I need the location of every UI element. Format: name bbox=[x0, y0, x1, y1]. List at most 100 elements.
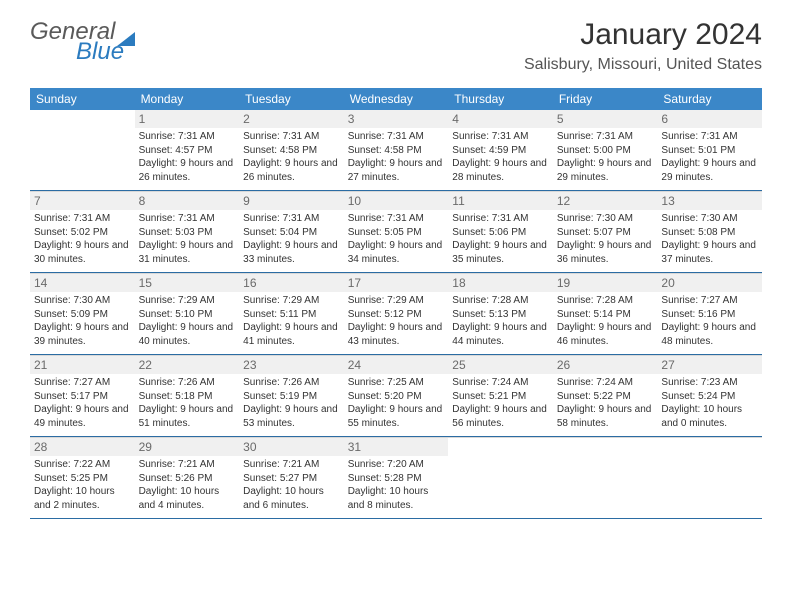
calendar-cell: 24 Sunrise: 7:25 AMSunset: 5:20 PMDayligh… bbox=[344, 355, 449, 436]
sunrise-text: Sunrise: 7:28 AM bbox=[557, 294, 654, 308]
day-header-sat: Saturday bbox=[657, 88, 762, 110]
calendar-cell: 3Sunrise: 7:31 AMSunset: 4:58 PMDaylight… bbox=[344, 110, 449, 190]
sunrise-text: Sunrise: 7:30 AM bbox=[557, 212, 654, 226]
day-header-tue: Tuesday bbox=[239, 88, 344, 110]
day-info: Sunrise: 7:29 AMSunset: 5:10 PMDaylight:… bbox=[139, 294, 236, 348]
daylight-text: Daylight: 9 hours and 35 minutes. bbox=[452, 239, 549, 266]
calendar-cell: 13Sunrise: 7:30 AMSunset: 5:08 PMDayligh… bbox=[657, 191, 762, 272]
calendar-cell: 14 Sunrise: 7:30 AMSunset: 5:09 PMDayligh… bbox=[30, 273, 135, 354]
day-headers-row: Sunday Monday Tuesday Wednesday Thursday… bbox=[30, 88, 762, 110]
sunrise-text: Sunrise: 7:31 AM bbox=[348, 212, 445, 226]
sunset-text: Sunset: 5:24 PM bbox=[661, 390, 758, 404]
day-header-wed: Wednesday bbox=[344, 88, 449, 110]
sunset-text: Sunset: 5:00 PM bbox=[557, 144, 654, 158]
sunset-text: Sunset: 5:02 PM bbox=[34, 226, 131, 240]
sunset-text: Sunset: 5:21 PM bbox=[452, 390, 549, 404]
daylight-text: Daylight: 9 hours and 41 minutes. bbox=[243, 321, 340, 348]
day-number: 16 bbox=[239, 274, 344, 292]
sunset-text: Sunset: 5:20 PM bbox=[348, 390, 445, 404]
sunrise-text: Sunrise: 7:26 AM bbox=[139, 376, 236, 390]
header: General Blue January 2024 Salisbury, Mis… bbox=[0, 0, 792, 80]
week-row: 7 Sunrise: 7:31 AM Sunset: 5:02 PM Daylight… bbox=[30, 191, 762, 273]
daylight-text: Daylight: 9 hours and 53 minutes. bbox=[243, 403, 340, 430]
day-info: Sunrise: 7:31 AMSunset: 5:03 PMDaylight:… bbox=[139, 212, 236, 266]
day-info: Sunrise: 7:22 AMSunset: 5:25 PMDaylight:… bbox=[34, 458, 131, 512]
day-number: 4 bbox=[448, 110, 553, 128]
sunrise-text: Sunrise: 7:29 AM bbox=[243, 294, 340, 308]
day-number: 28 bbox=[30, 438, 135, 456]
sunset-text: Sunset: 5:07 PM bbox=[557, 226, 654, 240]
sunrise-text: Sunrise: 7:30 AM bbox=[661, 212, 758, 226]
daylight-text: Daylight: 9 hours and 40 minutes. bbox=[139, 321, 236, 348]
calendar-cell: 9Sunrise: 7:31 AMSunset: 5:04 PMDaylight… bbox=[239, 191, 344, 272]
day-number: 15 bbox=[135, 274, 240, 292]
day-info: Sunrise: 7:31 AMSunset: 4:58 PMDaylight:… bbox=[348, 130, 445, 184]
sunrise-text: Sunrise: 7:24 AM bbox=[557, 376, 654, 390]
month-title: January 2024 bbox=[524, 18, 762, 52]
calendar-cell: 25Sunrise: 7:24 AMSunset: 5:21 PMDayligh… bbox=[448, 355, 553, 436]
daylight-text: Daylight: 9 hours and 26 minutes. bbox=[139, 157, 236, 184]
daylight-text: Daylight: 9 hours and 43 minutes. bbox=[348, 321, 445, 348]
day-header-thu: Thursday bbox=[448, 88, 553, 110]
calendar-cell: 10Sunrise: 7:31 AMSunset: 5:05 PMDayligh… bbox=[344, 191, 449, 272]
day-number: 24 bbox=[344, 356, 449, 374]
sunrise-text: Sunrise: 7:21 AM bbox=[243, 458, 340, 472]
sunrise-text: Sunrise: 7:20 AM bbox=[348, 458, 445, 472]
logo: General Blue bbox=[30, 18, 135, 66]
day-info: Sunrise: 7:30 AMSunset: 5:09 PMDaylight:… bbox=[34, 294, 131, 348]
day-number: 14 bbox=[30, 274, 135, 292]
sunset-text: Sunset: 5:28 PM bbox=[348, 472, 445, 486]
sunset-text: Sunset: 5:13 PM bbox=[452, 308, 549, 322]
sunset-text: Sunset: 5:10 PM bbox=[139, 308, 236, 322]
daylight-text: Daylight: 10 hours and 8 minutes. bbox=[348, 485, 445, 512]
day-number: 19 bbox=[553, 274, 658, 292]
calendar-cell: 4 Sunrise: 7:31 AMSunset: 4:59 PMDaylight… bbox=[448, 110, 553, 190]
calendar-cell: 28 Sunrise: 7:22 AMSunset: 5:25 PMDayligh… bbox=[30, 437, 135, 518]
calendar-cell: 23Sunrise: 7:26 AMSunset: 5:19 PMDayligh… bbox=[239, 355, 344, 436]
day-number: 22 bbox=[135, 356, 240, 374]
daylight-text: Daylight: 9 hours and 55 minutes. bbox=[348, 403, 445, 430]
day-number: 5 bbox=[553, 110, 658, 128]
sunset-text: Sunset: 5:16 PM bbox=[661, 308, 758, 322]
daylight-text: Daylight: 9 hours and 58 minutes. bbox=[557, 403, 654, 430]
day-header-fri: Friday bbox=[553, 88, 658, 110]
daylight-text: Daylight: 10 hours and 6 minutes. bbox=[243, 485, 340, 512]
calendar-cell: 17Sunrise: 7:29 AMSunset: 5:12 PMDayligh… bbox=[344, 273, 449, 354]
daylight-text: Daylight: 9 hours and 26 minutes. bbox=[243, 157, 340, 184]
day-info: Sunrise: 7:29 AMSunset: 5:12 PMDaylight:… bbox=[348, 294, 445, 348]
day-info: Sunrise: 7:29 AMSunset: 5:11 PMDaylight:… bbox=[243, 294, 340, 348]
calendar-cell: 26Sunrise: 7:24 AMSunset: 5:22 PMDayligh… bbox=[553, 355, 658, 436]
day-info: Sunrise: 7:20 AMSunset: 5:28 PMDaylight:… bbox=[348, 458, 445, 512]
calendar-cell bbox=[657, 437, 762, 518]
calendar-cell bbox=[30, 110, 135, 190]
day-number: 21 bbox=[30, 356, 135, 374]
calendar-cell: 21Sunrise: 7:27 AMSunset: 5:17 PMDayligh… bbox=[30, 355, 135, 436]
day-info: Sunrise: 7:31 AMSunset: 5:01 PMDaylight:… bbox=[661, 130, 758, 184]
day-info: Sunrise: 7:23 AMSunset: 5:24 PMDaylight:… bbox=[661, 376, 758, 430]
day-info: Sunrise: 7:25 AMSunset: 5:20 PMDaylight:… bbox=[348, 376, 445, 430]
sunset-text: Sunset: 5:22 PM bbox=[557, 390, 654, 404]
week-row: 21Sunrise: 7:27 AMSunset: 5:17 PMDayligh… bbox=[30, 355, 762, 437]
calendar-cell: 12Sunrise: 7:30 AMSunset: 5:07 PMDayligh… bbox=[553, 191, 658, 272]
day-info: Sunrise: 7:31 AMSunset: 4:59 PMDaylight:… bbox=[452, 130, 549, 184]
daylight-text: Daylight: 9 hours and 34 minutes. bbox=[348, 239, 445, 266]
daylight-text: Daylight: 9 hours and 29 minutes. bbox=[661, 157, 758, 184]
day-number: 2 bbox=[239, 110, 344, 128]
day-number: 7 bbox=[30, 192, 135, 210]
calendar-cell bbox=[553, 437, 658, 518]
day-info: Sunrise: 7:26 AMSunset: 5:19 PMDaylight:… bbox=[243, 376, 340, 430]
sunset-text: Sunset: 5:08 PM bbox=[661, 226, 758, 240]
day-info: Sunrise: 7:21 AMSunset: 5:26 PMDaylight:… bbox=[139, 458, 236, 512]
calendar-cell: 1Sunrise: 7:31 AMSunset: 4:57 PMDaylight… bbox=[135, 110, 240, 190]
sunrise-text: Sunrise: 7:28 AM bbox=[452, 294, 549, 308]
sunset-text: Sunset: 5:18 PM bbox=[139, 390, 236, 404]
calendar-cell: 27Sunrise: 7:23 AMSunset: 5:24 PMDayligh… bbox=[657, 355, 762, 436]
sunrise-text: Sunrise: 7:31 AM bbox=[139, 212, 236, 226]
sunrise-text: Sunrise: 7:30 AM bbox=[34, 294, 131, 308]
daylight-text: Daylight: 9 hours and 46 minutes. bbox=[557, 321, 654, 348]
daylight-text: Daylight: 9 hours and 37 minutes. bbox=[661, 239, 758, 266]
sunset-text: Sunset: 5:04 PM bbox=[243, 226, 340, 240]
sunset-text: Sunset: 5:01 PM bbox=[661, 144, 758, 158]
calendar-cell bbox=[448, 437, 553, 518]
sunrise-text: Sunrise: 7:23 AM bbox=[661, 376, 758, 390]
